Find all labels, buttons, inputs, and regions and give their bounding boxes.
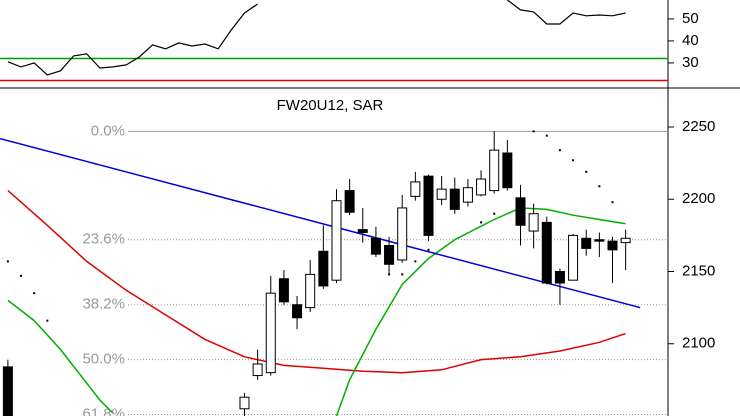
candle-body [318, 250, 329, 287]
candle-body [410, 181, 421, 197]
sar-dot [545, 134, 548, 137]
fib-label: 23.6% [82, 231, 125, 248]
sar-dot [427, 248, 430, 251]
sar-dot [611, 201, 614, 204]
y-tick-label: 50 [682, 10, 699, 27]
chart-title: FW20U12, SAR [277, 97, 384, 114]
candle-body [541, 221, 552, 284]
sar-dot [493, 212, 496, 215]
candle-body [462, 187, 473, 203]
candle-body [397, 207, 408, 261]
y-tick-label: 40 [682, 32, 699, 49]
sar-dot [401, 273, 404, 276]
y-tick-label: 2150 [682, 262, 715, 279]
candle-body [554, 271, 565, 284]
sar-dot [532, 130, 535, 133]
candle-body [423, 175, 434, 236]
candle-body [2, 366, 13, 416]
y-tick-label: 2200 [682, 190, 715, 207]
candle-body [331, 200, 342, 281]
candle-body [436, 188, 447, 200]
candle-body [581, 237, 592, 249]
y-tick-label: 2250 [682, 118, 715, 135]
sar-dot [558, 149, 561, 152]
sar-dot [46, 319, 49, 322]
overlay-line [7, 190, 626, 374]
candle-body [292, 304, 303, 319]
overlay-line [0, 137, 641, 309]
candle-body [620, 237, 631, 244]
candle-body [305, 273, 316, 309]
candle-body [515, 197, 526, 226]
candle-body [528, 213, 539, 232]
candle-body [265, 292, 276, 374]
candle-body [239, 396, 250, 410]
sar-dot [6, 260, 9, 263]
candle-body [568, 234, 579, 281]
candle-body [278, 278, 289, 303]
sar-dot [585, 170, 588, 173]
fib-label: 0.0% [91, 122, 125, 139]
candle-body [357, 229, 368, 233]
candle-body [502, 152, 513, 189]
sar-dot [572, 159, 575, 162]
fib-label: 38.2% [82, 296, 125, 313]
candle-body [252, 363, 263, 377]
candle-body [384, 244, 395, 265]
candle-body [476, 178, 487, 196]
plot-area: 0.0% 23.6% 38.2% 50.0% 61.8% [0, 122, 668, 416]
candle-body [607, 240, 618, 251]
indicator-line [7, 0, 626, 76]
candle-body [449, 188, 460, 210]
sar-dot [33, 292, 36, 295]
sar-dot [20, 274, 23, 277]
fib-label: 50.0% [82, 351, 125, 368]
sar-dot [414, 260, 417, 263]
y-tick-label: 30 [682, 54, 699, 71]
candle-body [489, 149, 500, 192]
sar-dot [598, 185, 601, 188]
y-tick-label: 2100 [682, 335, 715, 352]
candle-body [594, 239, 605, 242]
candle-body [344, 190, 355, 213]
candle-body [370, 237, 381, 255]
plot-area [0, 0, 668, 82]
fib-label: 61.8% [82, 406, 125, 416]
overlay-line [7, 207, 626, 416]
sar-dot [480, 221, 483, 224]
